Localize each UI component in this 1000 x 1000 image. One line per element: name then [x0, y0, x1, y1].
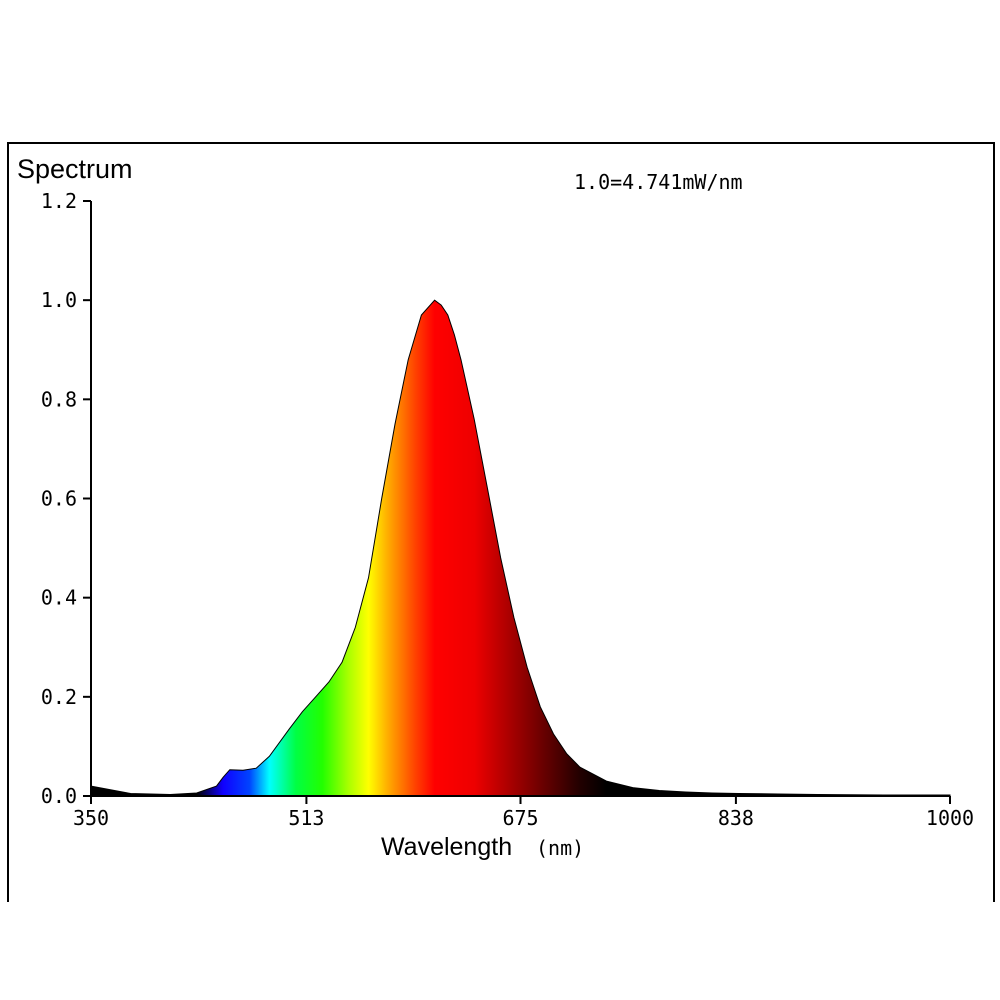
x-axis-label: Wavelength: [381, 833, 512, 861]
unit-annotation: 1.0=4.741mW/nm: [574, 170, 743, 194]
spectrum-area: [90, 299, 951, 797]
x-tick-label: 350: [73, 806, 109, 830]
x-tick-label: 1000: [926, 806, 974, 830]
y-tick-label: 1.0: [41, 288, 77, 312]
y-tick-label: 0.2: [41, 685, 77, 709]
y-tick-label: 1.2: [41, 189, 77, 213]
y-tick-label: 0.8: [41, 387, 77, 411]
x-tick-label: 513: [288, 806, 324, 830]
y-tick-label: 0.4: [41, 586, 77, 610]
x-axis-unit: (nm): [536, 836, 584, 860]
x-tick-label: 838: [718, 806, 754, 830]
chart-title: Spectrum: [17, 154, 133, 184]
chart-frame: Spectrum 1.0=4.741mW/nm 0.0 0.2 0.4 0.6 0.8 1…: [7, 142, 995, 902]
y-tick-label: 0.6: [41, 487, 77, 511]
x-tick-label: 675: [502, 806, 538, 830]
spectrum-chart: Spectrum 1.0=4.741mW/nm 0.0 0.2 0.4 0.6 0.8 1…: [17, 154, 974, 861]
y-tick-label: 0.0: [41, 784, 77, 808]
